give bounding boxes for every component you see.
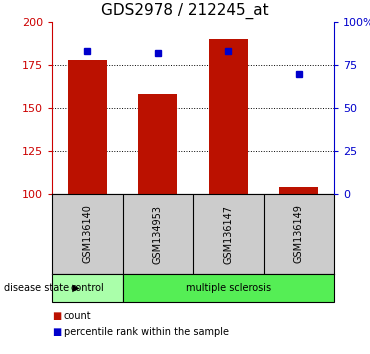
Text: GSM136140: GSM136140 xyxy=(82,205,92,263)
Bar xyxy=(138,94,177,194)
Text: ■: ■ xyxy=(52,311,61,321)
Text: ■: ■ xyxy=(52,327,61,337)
Text: disease state ▶: disease state ▶ xyxy=(4,283,80,293)
Text: GDS2978 / 212245_at: GDS2978 / 212245_at xyxy=(101,3,269,19)
Text: GSM136147: GSM136147 xyxy=(223,205,233,263)
Bar xyxy=(68,60,107,194)
Text: percentile rank within the sample: percentile rank within the sample xyxy=(64,327,229,337)
Text: multiple sclerosis: multiple sclerosis xyxy=(186,283,271,293)
Text: count: count xyxy=(64,311,92,321)
Text: GSM134953: GSM134953 xyxy=(153,205,163,263)
Text: control: control xyxy=(70,283,104,293)
Bar xyxy=(279,187,318,194)
Bar xyxy=(209,39,248,194)
Bar xyxy=(52,274,122,302)
Bar xyxy=(122,274,334,302)
Text: GSM136149: GSM136149 xyxy=(294,205,304,263)
